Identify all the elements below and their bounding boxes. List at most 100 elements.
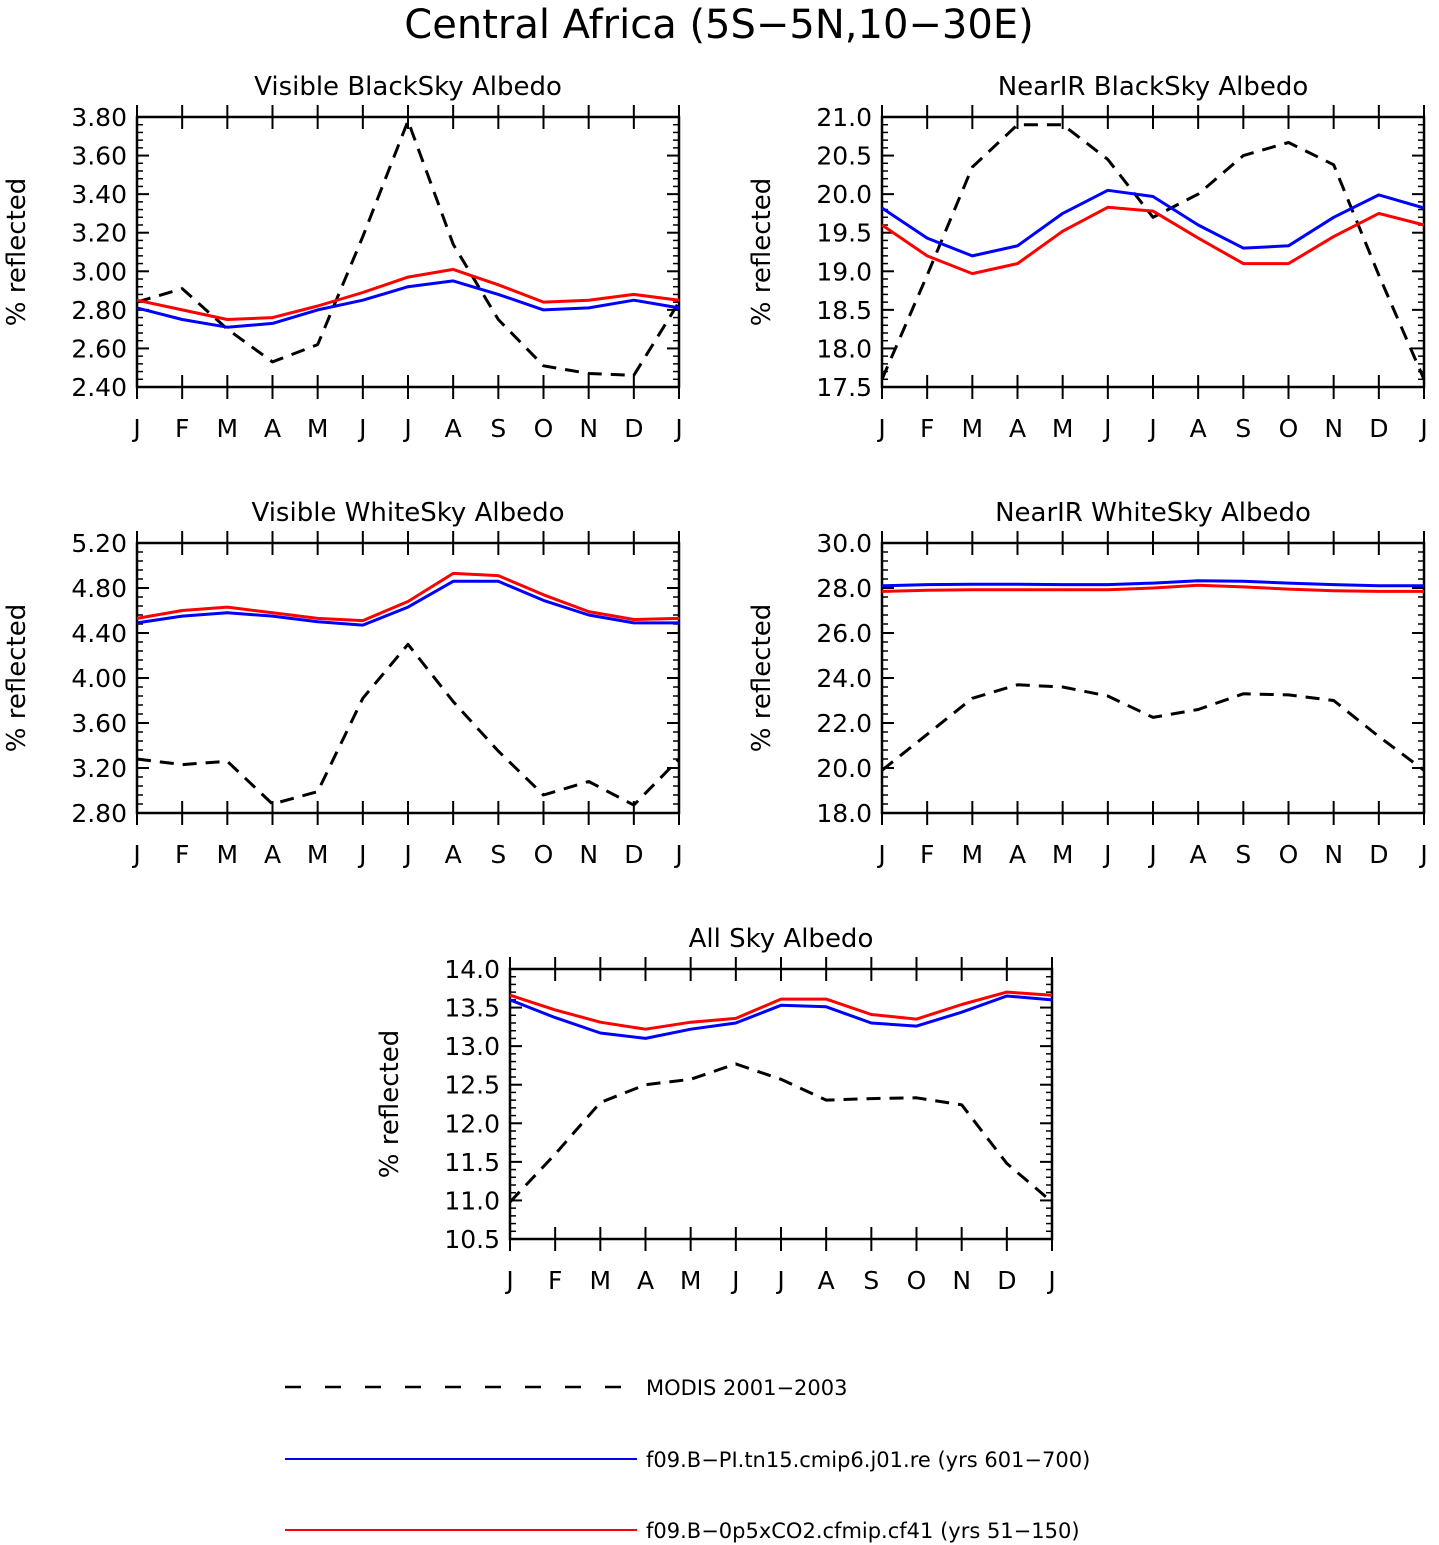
x-tick-label: J	[402, 840, 411, 869]
x-tick-label: F	[175, 414, 189, 443]
x-tick-label: J	[876, 414, 885, 443]
x-tick-label: O	[1279, 414, 1299, 443]
x-tick-label: D	[624, 414, 643, 443]
y-tick-label: 4.40	[71, 619, 127, 648]
series-line-modis	[880, 123, 1426, 380]
y-tick-label: 3.00	[71, 257, 127, 286]
x-tick-label: D	[624, 840, 643, 869]
x-tick-label: F	[920, 414, 934, 443]
x-tick-label: A	[264, 414, 281, 443]
series-line-co2	[136, 571, 680, 623]
x-tick-label: J	[1102, 840, 1111, 869]
y-axis-label: % reflected	[2, 604, 32, 752]
y-tick-label: 12.0	[444, 1109, 500, 1138]
y-tick-label: 20.0	[816, 754, 872, 783]
x-tick-label: D	[1369, 414, 1388, 443]
y-tick-label: 2.40	[71, 373, 127, 402]
x-tick-label: O	[1279, 840, 1299, 869]
y-tick-label: 3.60	[71, 709, 127, 738]
x-tick-label: D	[1369, 840, 1388, 869]
x-tick-label: J	[1418, 840, 1427, 869]
y-tick-label: 28.0	[816, 574, 872, 603]
y-tick-label: 2.60	[71, 334, 127, 363]
legend-label-modis: MODIS 2001−2003	[646, 1376, 848, 1400]
legend: MODIS 2001−2003 f09.B−PI.tn15.cmip6.j01.r…	[285, 1376, 1090, 1543]
plot-frame	[135, 115, 681, 389]
x-tick-label: S	[490, 840, 506, 869]
y-tick-label: 3.60	[71, 142, 127, 171]
panel-title: All Sky Albedo	[689, 924, 874, 954]
y-tick-label: 19.0	[816, 257, 872, 286]
y-tick-label: 17.5	[816, 373, 872, 402]
panel-title: Visible WhiteSky Albedo	[251, 498, 564, 528]
y-tick-label: 20.0	[816, 180, 872, 209]
x-tick-label: S	[490, 414, 506, 443]
y-tick-label: 18.0	[816, 799, 872, 828]
x-tick-label: N	[1324, 840, 1343, 869]
series-line-pi	[509, 994, 1053, 1040]
x-tick-label: J	[504, 1266, 513, 1295]
series-line-modis	[136, 642, 681, 807]
x-tick-label: M	[1052, 414, 1074, 443]
x-tick-label: S	[863, 1266, 879, 1295]
x-tick-label: F	[548, 1266, 562, 1295]
x-tick-label: D	[997, 1266, 1016, 1295]
x-tick-label: J	[1418, 414, 1427, 443]
series-line-modis	[136, 119, 681, 377]
x-tick-label: J	[357, 414, 366, 443]
legend-label-co2: f09.B−0p5xCO2.cfmip.cf41 (yrs 51−150)	[646, 1519, 1080, 1543]
x-tick-label: A	[1190, 840, 1207, 869]
y-tick-label: 18.5	[816, 296, 872, 325]
y-tick-label: 14.0	[444, 955, 500, 984]
y-tick-label: 30.0	[816, 529, 872, 558]
y-tick-label: 26.0	[816, 619, 872, 648]
x-tick-label: J	[131, 414, 140, 443]
x-tick-label: N	[1324, 414, 1343, 443]
series-line-pi	[881, 188, 1425, 258]
x-tick-label: A	[818, 1266, 835, 1295]
x-tick-label: O	[907, 1266, 927, 1295]
x-tick-label: A	[1009, 414, 1026, 443]
x-tick-label: M	[1052, 840, 1074, 869]
x-tick-label: M	[962, 840, 984, 869]
series-line-modis	[508, 1062, 1053, 1204]
y-tick-label: 19.5	[816, 219, 872, 248]
series-line-pi	[136, 279, 680, 329]
y-tick-label: 24.0	[816, 664, 872, 693]
x-tick-label: J	[1046, 1266, 1055, 1295]
x-tick-label: J	[1147, 840, 1156, 869]
panel-title: NearIR WhiteSky Albedo	[995, 498, 1311, 528]
x-tick-label: J	[131, 840, 140, 869]
x-tick-label: J	[673, 414, 682, 443]
y-axis-label: % reflected	[2, 178, 32, 326]
y-tick-label: 3.80	[71, 103, 127, 132]
y-tick-label: 13.0	[444, 1032, 500, 1061]
series-line-modis	[881, 683, 1425, 772]
y-tick-label: 5.20	[71, 529, 127, 558]
y-tick-label: 3.20	[71, 754, 127, 783]
x-tick-label: M	[962, 414, 984, 443]
y-tick-label: 13.5	[444, 994, 500, 1023]
y-tick-label: 4.80	[71, 574, 127, 603]
x-tick-label: A	[445, 840, 462, 869]
x-tick-label: A	[445, 414, 462, 443]
y-tick-label: 18.0	[816, 334, 872, 363]
figure-title: Central Africa (5S−5N,10−30E)	[404, 2, 1033, 48]
y-tick-label: 10.5	[444, 1225, 500, 1254]
y-tick-label: 3.40	[71, 180, 127, 209]
series-line-co2	[881, 205, 1425, 276]
y-tick-label: 11.0	[444, 1186, 500, 1215]
plot-frame	[135, 541, 681, 815]
x-tick-label: O	[534, 840, 554, 869]
panel-title: NearIR BlackSky Albedo	[998, 72, 1309, 102]
y-axis-label: % reflected	[747, 178, 777, 326]
x-tick-label: N	[579, 840, 598, 869]
x-tick-label: J	[673, 840, 682, 869]
x-tick-label: A	[264, 840, 281, 869]
